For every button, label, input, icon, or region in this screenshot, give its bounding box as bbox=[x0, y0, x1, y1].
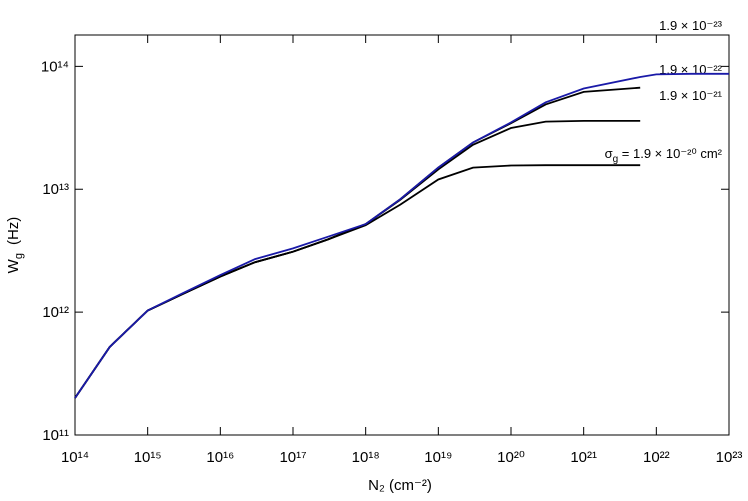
x-axis-label: N₂ (cm⁻²) bbox=[368, 477, 432, 494]
annotation-part: = 1.9 × 10⁻²⁰ cm² bbox=[618, 146, 723, 161]
annotation: 1.9 × 10⁻²³ bbox=[659, 18, 723, 33]
series-line bbox=[74, 120, 641, 399]
annotation: σg = 1.9 × 10⁻²⁰ cm² bbox=[605, 146, 723, 165]
series-line bbox=[74, 86, 641, 399]
y-tick-label: 10¹² bbox=[42, 304, 69, 321]
plot-frame bbox=[74, 34, 730, 436]
x-tick-label: 10²⁰ bbox=[497, 449, 525, 466]
series-line bbox=[74, 164, 641, 399]
y-label-main: W bbox=[5, 258, 22, 273]
x-tick-label: 10¹⁴ bbox=[61, 449, 89, 466]
annotation-part: σ bbox=[605, 146, 613, 161]
x-tick-label: 10²² bbox=[643, 449, 670, 466]
x-tick-label: 10²³ bbox=[716, 449, 743, 466]
annotation: 1.9 × 10⁻²¹ bbox=[659, 88, 723, 103]
y-tick-label: 10¹³ bbox=[42, 181, 69, 198]
y-tick-label: 10¹¹ bbox=[42, 427, 69, 444]
x-tick-label: 10²¹ bbox=[570, 449, 597, 466]
x-tick-label: 10¹⁸ bbox=[352, 449, 380, 466]
x-tick-label: 10¹⁹ bbox=[424, 449, 452, 466]
y-label-unit: (Hz) bbox=[5, 217, 22, 245]
annotation-sub: g bbox=[613, 154, 619, 165]
y-tick-label: 10¹⁴ bbox=[41, 58, 69, 75]
y-axis-label: Wg (Hz) bbox=[5, 217, 25, 274]
y-label-sub: g bbox=[13, 253, 25, 259]
x-tick-label: 10¹⁶ bbox=[206, 449, 234, 466]
x-tick-label: 10¹⁵ bbox=[134, 449, 162, 466]
series-line bbox=[74, 72, 729, 399]
x-tick-label: 10¹⁷ bbox=[279, 449, 306, 466]
